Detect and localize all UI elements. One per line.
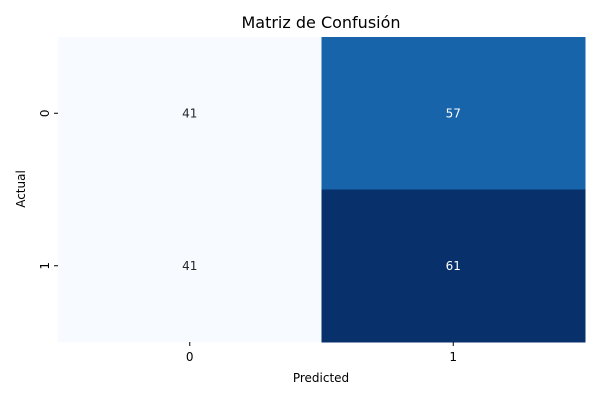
heatmap-cell-labels: 41 57 41 61 [182, 106, 461, 273]
heatmap-cell-0-1 [321, 37, 586, 190]
heatmap-cell-1-1 [321, 189, 586, 343]
x-axis-label: Predicted [293, 371, 349, 385]
x-tick-label-0: 0 [186, 350, 194, 364]
cell-value-label-0-0: 41 [182, 106, 197, 120]
y-tick-label-0: 0 [38, 109, 52, 117]
cell-value-label-1-0: 41 [182, 259, 197, 273]
heatmap-cell-0-0 [58, 37, 322, 190]
cell-value-label-1-1: 61 [446, 259, 461, 273]
y-tick-label-1: 1 [38, 262, 52, 270]
chart-title: Matriz de Confusión [241, 13, 400, 32]
x-tick-label-1: 1 [449, 350, 457, 364]
cell-value-label-0-1: 57 [446, 106, 461, 120]
heatmap-cell-1-0 [58, 189, 322, 343]
y-axis-ticks: 01 [38, 109, 58, 270]
y-axis-label: Actual [14, 170, 28, 208]
heatmap-cells [58, 37, 586, 343]
